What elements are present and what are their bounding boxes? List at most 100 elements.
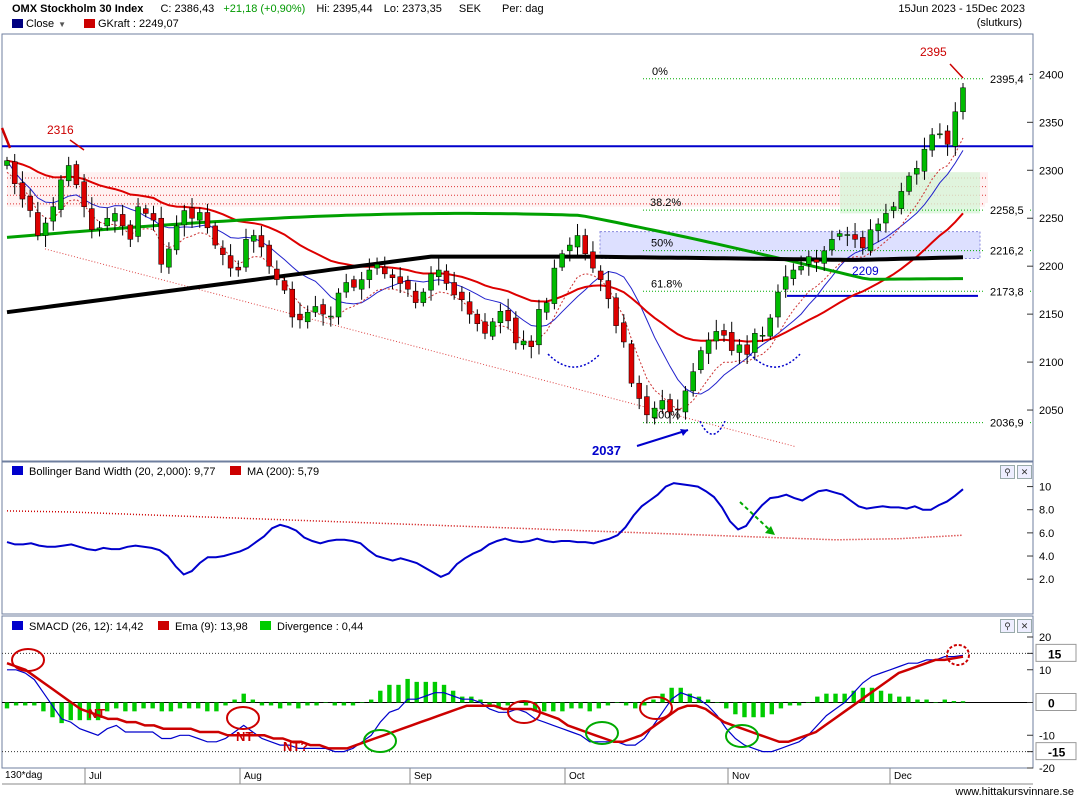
ema-legend-swatch (158, 621, 169, 630)
ma-legend-label: MA (200): 5,79 (247, 466, 319, 478)
candle-body (752, 333, 758, 353)
candle-body (96, 227, 103, 230)
divergence-bar (678, 687, 683, 703)
candle-body (782, 276, 789, 290)
y-tick-label: 20 (1039, 632, 1051, 644)
divergence-bar (214, 702, 219, 712)
candle-body (844, 234, 851, 236)
candle-body (883, 213, 889, 224)
divergence-bar (23, 702, 28, 706)
candle-body (721, 330, 727, 336)
candle-body (659, 400, 666, 410)
nt-label: NT? (283, 739, 308, 754)
candle-body (705, 339, 712, 354)
divergence-bar (605, 702, 611, 706)
divergence-bar (77, 702, 83, 721)
signal-circle (639, 696, 673, 720)
period-label: 130*dag (5, 770, 43, 781)
candle-body (821, 250, 827, 264)
candle-body (420, 291, 427, 303)
bottom-arc (699, 420, 726, 435)
fib-level-label: 38.2% (650, 197, 681, 209)
candle-body (189, 207, 195, 219)
zoom-icon[interactable]: ⚲ (1000, 619, 1015, 633)
candle-body (713, 331, 720, 342)
value-label-box (1035, 643, 1077, 662)
price-panel-frame (1, 33, 1034, 462)
annotation-2209: 2209 (852, 264, 879, 278)
candle-body (567, 244, 573, 252)
divergence-bar (168, 702, 174, 712)
divergence-bar (796, 702, 802, 706)
divergence-bar (341, 702, 347, 706)
candle-body (451, 282, 457, 296)
level-value-label: 2216,2 (990, 246, 1024, 258)
annotation-2316: 2316 (47, 123, 74, 137)
divergence-bar (733, 702, 738, 715)
bbw-panel-frame (1, 461, 1034, 615)
divergence-bar (532, 702, 538, 712)
legend-close[interactable]: Close ▼ (12, 18, 66, 30)
smacd-line (7, 654, 964, 753)
divergence-bar (560, 702, 565, 712)
candle-body (674, 408, 681, 411)
candle-body (266, 244, 272, 267)
candle-body (173, 225, 180, 251)
bbw-legend-label: Bollinger Band Width (20, 2,000): 9,77 (29, 466, 216, 478)
candle-body (597, 270, 604, 280)
candle-body (196, 212, 203, 221)
divergence-bar (551, 702, 556, 712)
legend-gkraft-label: GKraft : 2249,07 (98, 18, 179, 30)
month-label: Sep (414, 771, 432, 782)
divergence-bar (578, 702, 583, 709)
divergence-bar (159, 702, 164, 712)
close-panel-icon[interactable]: ✕ (1017, 619, 1032, 633)
signal-circle (507, 700, 541, 724)
y-tick-label: -10 (1039, 730, 1055, 742)
zoom-icon[interactable]: ⚲ (1000, 465, 1015, 479)
divergence-bar (150, 702, 155, 709)
divergence-bar (642, 702, 647, 706)
divergence-bar (787, 702, 793, 706)
divergence-bar (833, 693, 838, 703)
divergence-bar (32, 702, 37, 706)
candle-body (459, 291, 465, 300)
y-tick-label: 2150 (1039, 309, 1063, 321)
candle-body (351, 279, 357, 288)
candle-body (81, 181, 87, 207)
level-value-box (985, 284, 1029, 299)
value-label-box (1035, 742, 1077, 761)
divergence-bar (651, 699, 656, 703)
value-label: 15 (1048, 647, 1062, 661)
gkraft-swatch (84, 19, 95, 28)
candle-body (104, 217, 110, 227)
candle-body (798, 265, 804, 271)
candle-body (574, 235, 581, 248)
candle-body (227, 255, 234, 269)
candle-body (73, 164, 80, 185)
nt-label: NT (88, 706, 105, 721)
candle-body (790, 269, 797, 279)
legend-gkraft: GKraft : 2249,07 (84, 18, 179, 30)
index-title: OMX Stockholm 30 Index (12, 3, 144, 15)
fib-zone-blue (599, 231, 981, 260)
arrow-low-head (680, 429, 688, 436)
candle-body (759, 334, 766, 337)
divergence-bar (778, 702, 784, 709)
candle-body (119, 214, 126, 227)
divergence-bar (4, 702, 10, 709)
candle-body (867, 229, 874, 252)
chevron-down-icon[interactable]: ▼ (58, 20, 67, 29)
candle-body (281, 280, 288, 291)
close-panel-icon[interactable]: ✕ (1017, 465, 1032, 479)
nt-label: NT (236, 729, 253, 744)
candle-body (135, 206, 141, 237)
candle-body (613, 297, 619, 326)
divergence-bar (887, 693, 893, 703)
y-tick-label: 2050 (1039, 405, 1063, 417)
candle-body (235, 266, 242, 271)
divergence-bar (241, 693, 246, 703)
divergence-bar (441, 684, 447, 703)
y-tick-label: 6.0 (1039, 528, 1054, 540)
divergence-bar (268, 702, 274, 706)
